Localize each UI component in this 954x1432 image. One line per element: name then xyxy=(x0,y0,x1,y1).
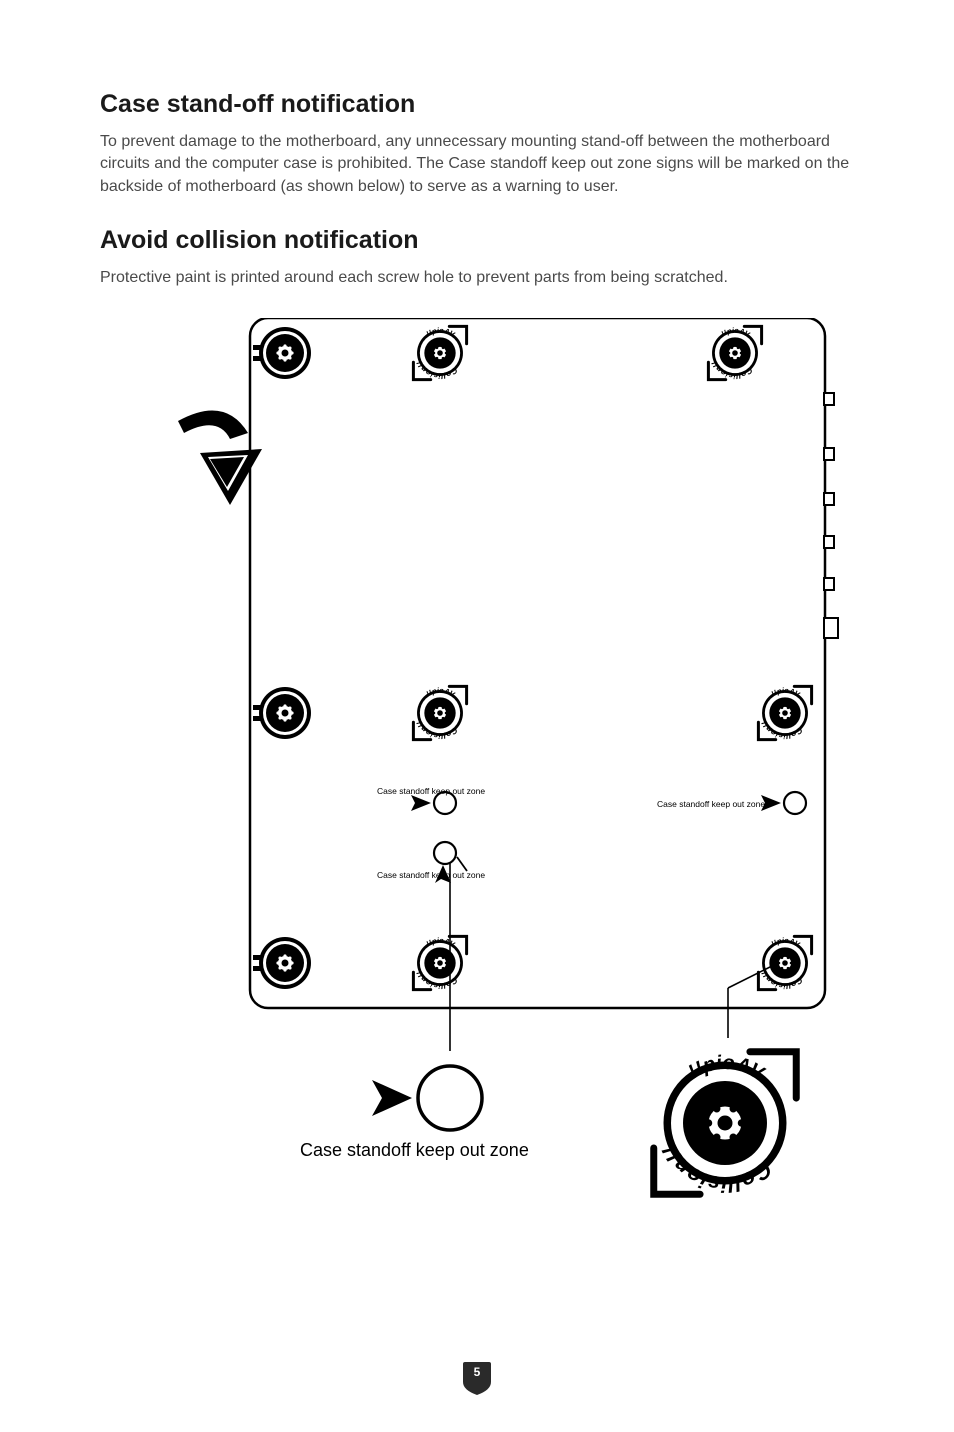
svg-text:Case standoff keep out zone: Case standoff keep out zone xyxy=(657,799,765,809)
para-collision: Protective paint is printed around each … xyxy=(100,267,854,289)
heading-collision: Avoid collision notification xyxy=(100,226,854,255)
svg-text:Case standoff keep out zone: Case standoff keep out zone xyxy=(377,786,485,796)
diagram-svg: Collision!!!!pioAVCollision!!!!pioAVColl… xyxy=(155,318,855,1238)
heading-standoff: Case stand-off notification xyxy=(100,90,854,119)
page-number: 5 xyxy=(462,1365,492,1379)
svg-text:Case standoff keep out zone: Case standoff keep out zone xyxy=(300,1140,529,1160)
svg-text:Case standoff keep out zone: Case standoff keep out zone xyxy=(377,870,485,880)
para-standoff: To prevent damage to the motherboard, an… xyxy=(100,131,854,198)
motherboard-diagram: Collision!!!!pioAVCollision!!!!pioAVColl… xyxy=(155,318,854,1243)
page-number-badge: 5 xyxy=(462,1360,492,1396)
